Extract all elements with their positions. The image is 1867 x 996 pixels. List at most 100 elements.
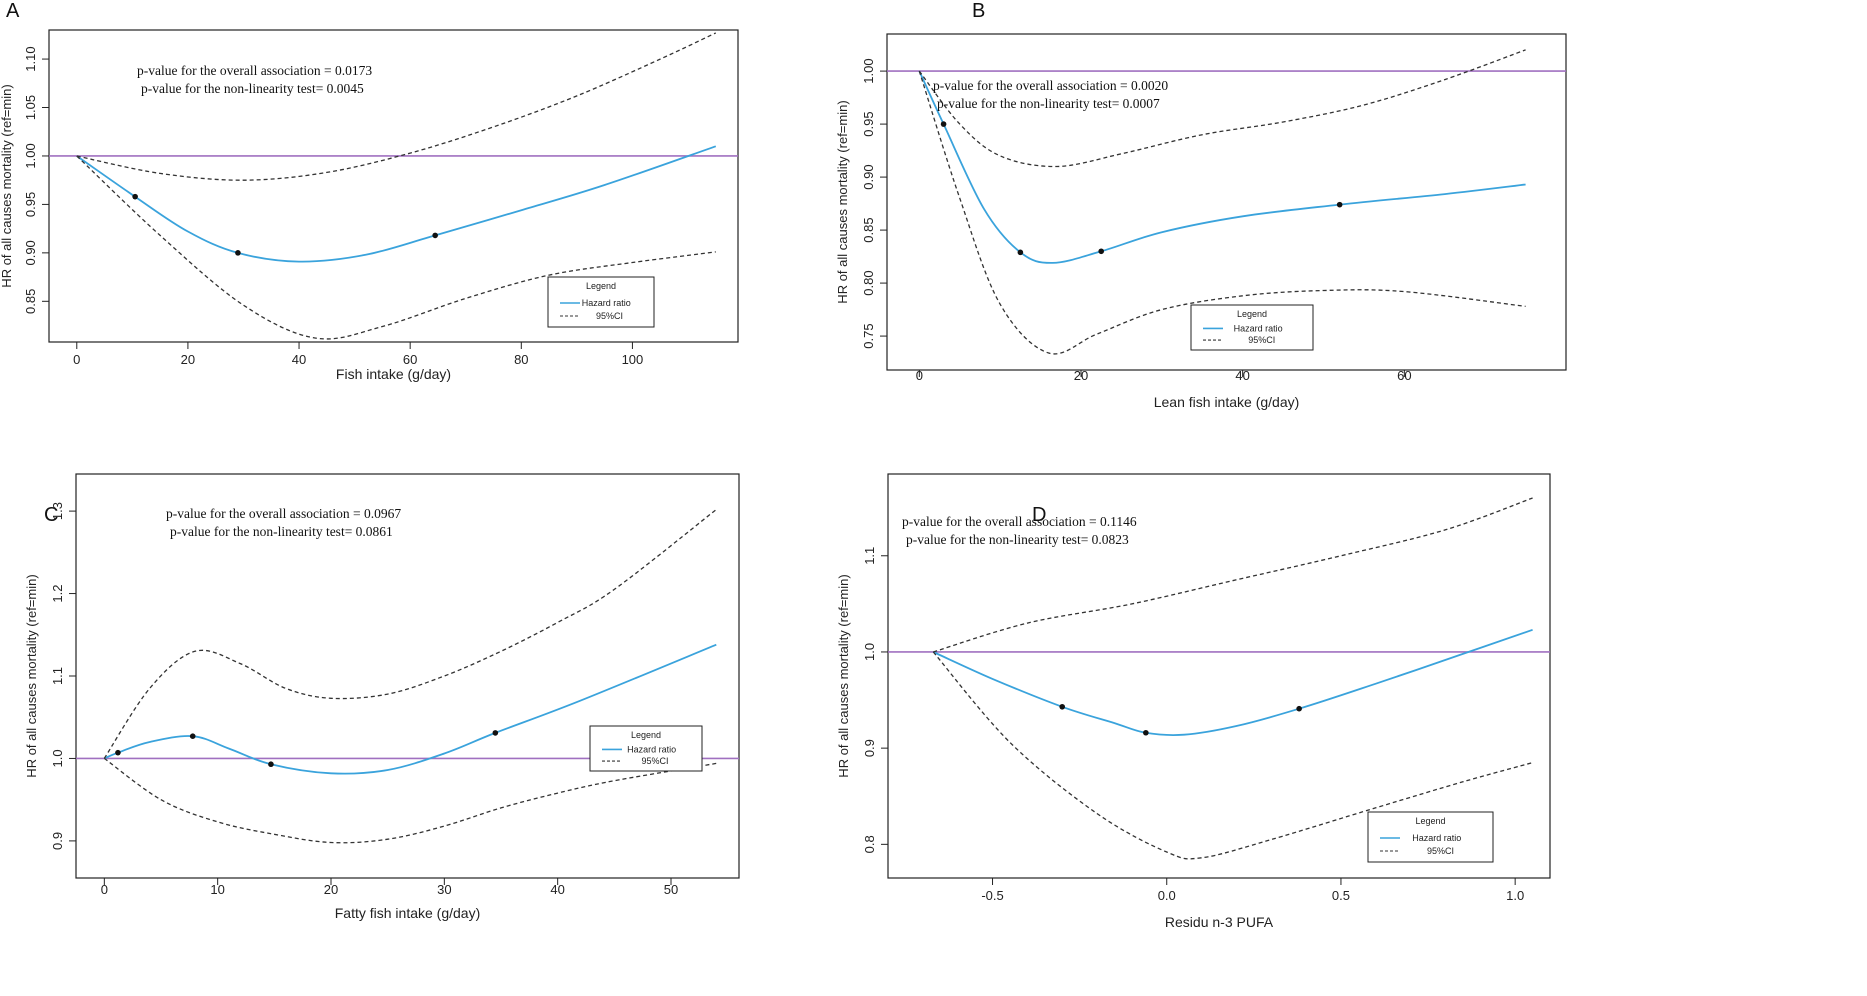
chart-panel-b: B 0 20 40 60 0.75 0.80 0.85 0.90 0.95 1.00 Lean fi… bbox=[835, 0, 1867, 498]
knot-point bbox=[132, 193, 138, 200]
y-tick-label: 0.80 bbox=[861, 270, 876, 295]
p-value-nonlinearity: p-value for the non-linearity test= 0.00… bbox=[141, 81, 364, 96]
y-tick-label: 1.10 bbox=[23, 46, 38, 71]
p-value-nonlinearity: p-value for the non-linearity test= 0.00… bbox=[937, 96, 1160, 111]
chart-svg: 0 20 40 60 80 100 0.85 0.90 0.95 1.00 1.05 1.10 Fish… bbox=[0, 29, 739, 382]
y-tick-label: 1.1 bbox=[50, 667, 65, 685]
legend-ci-label: 95%CI bbox=[641, 756, 668, 766]
x-tick-label: 40 bbox=[292, 352, 306, 367]
ci-lower-line bbox=[918, 70, 1526, 355]
p-value-overall: p-value for the overall association = 0.… bbox=[137, 63, 372, 78]
panel-label: B bbox=[972, 0, 986, 22]
panel-label: A bbox=[6, 0, 20, 22]
legend-box bbox=[1190, 304, 1314, 351]
p-value-overall: p-value for the overall association = 0.… bbox=[166, 506, 401, 521]
ci-lower-line bbox=[76, 155, 716, 340]
knot-point bbox=[1336, 201, 1343, 208]
y-axis-label: HR of all causes mortality (ref=min) bbox=[836, 574, 851, 777]
ci-upper-line bbox=[918, 49, 1526, 168]
ci-upper-line bbox=[103, 508, 717, 759]
hazard-ratio-line bbox=[918, 70, 1526, 264]
knot-point bbox=[432, 232, 438, 239]
x-tick-label: 10 bbox=[210, 882, 224, 897]
knot-point bbox=[189, 733, 196, 739]
y-tick-label: 0.85 bbox=[23, 289, 38, 314]
x-tick-label: 50 bbox=[664, 882, 678, 897]
y-tick-label: 0.9 bbox=[50, 832, 65, 850]
panel-label: C bbox=[44, 504, 59, 526]
plot-frame bbox=[886, 33, 1567, 371]
legend-box bbox=[589, 725, 703, 772]
x-tick-label: 80 bbox=[514, 352, 528, 367]
chart-panel-d: D -0.5 0.0 0.5 1.0 0.8 0.9 1.0 1.1 Residu n-3 PU… bbox=[836, 473, 1867, 996]
ci-upper-line bbox=[76, 32, 717, 181]
x-axis-label: Fatty fish intake (g/day) bbox=[335, 905, 481, 921]
legend-hr-label: Hazard ratio bbox=[627, 744, 676, 754]
p-value-overall: p-value for the overall association = 0.… bbox=[902, 514, 1137, 529]
legend-title: Legend bbox=[1415, 816, 1445, 826]
p-value-nonlinearity: p-value for the non-linearity test= 0.08… bbox=[906, 532, 1129, 547]
x-tick-label: 20 bbox=[324, 882, 338, 897]
x-tick-label: 0 bbox=[101, 882, 108, 897]
y-axis-label: HR of all causes mortality (ref=min) bbox=[24, 574, 39, 777]
p-value-nonlinearity: p-value for the non-linearity test= 0.08… bbox=[170, 524, 393, 539]
legend-title: Legend bbox=[631, 730, 661, 740]
knot-point bbox=[1143, 729, 1149, 736]
plot-frame bbox=[48, 29, 739, 343]
x-tick-label: -0.5 bbox=[981, 888, 1003, 903]
y-tick-label: 1.00 bbox=[861, 58, 876, 83]
y-tick-label: 0.90 bbox=[861, 164, 876, 189]
chart-svg: 0 10 20 30 40 50 0.9 1.0 1.1 1.2 1.3 Fatty fish int… bbox=[24, 473, 740, 921]
legend-ci-label: 95%CI bbox=[1248, 335, 1275, 345]
y-tick-label: 1.0 bbox=[50, 749, 65, 767]
x-tick-label: 1.0 bbox=[1506, 888, 1524, 903]
legend-ci-label: 95%CI bbox=[596, 311, 623, 321]
chart-svg: -0.5 0.0 0.5 1.0 0.8 0.9 1.0 1.1 Residu n-3 PUFA… bbox=[836, 473, 1551, 930]
legend-title: Legend bbox=[586, 281, 616, 291]
y-tick-label: 1.00 bbox=[23, 143, 38, 168]
x-axis-label: Lean fish intake (g/day) bbox=[1154, 394, 1300, 410]
y-tick-label: 1.1 bbox=[862, 547, 877, 565]
legend-title: Legend bbox=[1237, 309, 1267, 319]
x-tick-label: 20 bbox=[1074, 368, 1088, 383]
x-tick-label: 20 bbox=[181, 352, 195, 367]
x-tick-label: 100 bbox=[622, 352, 644, 367]
y-tick-label: 0.95 bbox=[861, 111, 876, 136]
hazard-ratio-line bbox=[932, 628, 1533, 737]
hazard-ratio-line bbox=[76, 145, 717, 263]
chart-panel-c: C 0 10 20 30 40 50 0.9 1.0 1.1 1.2 1.3 Fatty fish i… bbox=[0, 473, 933, 996]
chart-svg: 0 20 40 60 0.75 0.80 0.85 0.90 0.95 1.00 Lean fish… bbox=[835, 33, 1567, 410]
y-tick-label: 0.95 bbox=[23, 192, 38, 217]
legend-hr-label: Hazard ratio bbox=[582, 298, 631, 308]
p-value-overall: p-value for the overall association = 0.… bbox=[933, 78, 1168, 93]
knot-point bbox=[268, 761, 274, 768]
x-tick-label: 60 bbox=[403, 352, 417, 367]
y-tick-label: 0.75 bbox=[861, 323, 876, 348]
y-tick-label: 1.2 bbox=[50, 585, 65, 603]
y-tick-label: 0.9 bbox=[862, 739, 877, 757]
knot-point bbox=[1017, 249, 1024, 256]
x-axis-label: Fish intake (g/day) bbox=[336, 366, 451, 382]
knot-point bbox=[115, 749, 121, 756]
x-tick-label: 0 bbox=[916, 368, 923, 383]
knot-point bbox=[1296, 705, 1302, 712]
knot-point bbox=[492, 730, 499, 736]
legend-box bbox=[547, 276, 655, 328]
x-tick-label: 60 bbox=[1397, 368, 1411, 383]
plot-frame bbox=[887, 473, 1551, 879]
x-tick-label: 0.5 bbox=[1332, 888, 1350, 903]
x-tick-label: 40 bbox=[550, 882, 564, 897]
knot-point bbox=[940, 121, 947, 127]
chart-panel-a: A 0 20 40 60 80 100 0.85 0.90 0.95 1.00 1.05 1.10 Fi… bbox=[0, 0, 933, 498]
y-tick-label: 1.0 bbox=[862, 643, 877, 661]
y-tick-label: 1.3 bbox=[50, 502, 65, 520]
legend-hr-label: Hazard ratio bbox=[1412, 833, 1461, 843]
y-axis-label: HR of all causes mortality (ref=min) bbox=[0, 84, 14, 287]
y-tick-label: 1.05 bbox=[23, 95, 38, 120]
y-axis-label: HR of all causes mortality (ref=min) bbox=[835, 100, 850, 303]
knot-point bbox=[1098, 248, 1105, 255]
y-tick-label: 0.8 bbox=[862, 835, 877, 853]
knot-point bbox=[1059, 703, 1066, 710]
x-axis-label: Residu n-3 PUFA bbox=[1165, 914, 1274, 930]
x-tick-label: 0.0 bbox=[1158, 888, 1176, 903]
